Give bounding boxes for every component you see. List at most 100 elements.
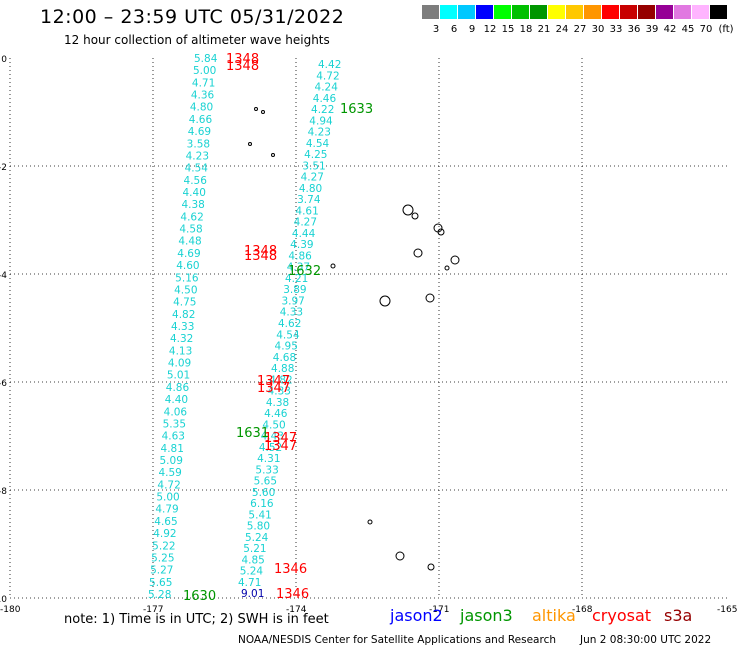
wave-value-right: 4.33: [280, 307, 303, 319]
time-label-jason3: 1632: [288, 264, 321, 279]
wave-value-right: 4.46: [313, 93, 337, 105]
lat-tick-label: -10: [0, 595, 7, 605]
wave-value-right: 5.24: [245, 532, 269, 544]
time-label-cryosat: 1348: [244, 244, 277, 259]
legend-label: 45: [681, 24, 695, 35]
time-label-cryosat: 1347: [264, 431, 297, 446]
lon-tick-label: -177: [143, 605, 163, 615]
wave-value-left: 5.09: [160, 455, 183, 467]
wave-value-left: 4.13: [169, 345, 192, 357]
wave-value-left: 4.81: [161, 443, 184, 455]
wave-value-left: 4.23: [186, 150, 209, 162]
wave-value-right: 4.33: [268, 386, 291, 398]
wave-value-right: 5.41: [248, 509, 271, 521]
wave-value-left: 5.65: [149, 577, 172, 589]
legend-swatch: [422, 5, 439, 19]
legend-swatch: [674, 5, 691, 19]
island-outline: [437, 228, 445, 236]
time-label-cryosat: 1347: [264, 439, 297, 454]
wave-value-right: 4.22: [311, 104, 334, 116]
lat-tick-label: -2: [0, 163, 7, 173]
wave-value-left: 5.00: [193, 65, 216, 77]
wave-value-right: 4.94: [309, 115, 333, 127]
wave-value-left: 5.84: [194, 53, 218, 65]
wave-value-left: 5.00: [156, 492, 179, 504]
wave-value-right: 4.27: [301, 172, 324, 184]
time-label-cryosat: 1348: [244, 249, 277, 264]
wave-value-left: 4.58: [179, 224, 202, 236]
lon-tick-label: -165: [717, 605, 737, 615]
island-outline: [402, 204, 414, 216]
wave-value-left: 4.79: [155, 504, 178, 516]
wave-value-left: 4.48: [178, 236, 201, 248]
island-outline: [425, 293, 435, 303]
wave-value-left: 5.27: [150, 565, 173, 577]
satellite-s3a: s3a: [664, 606, 693, 625]
wave-value-left: 5.01: [167, 370, 190, 382]
satellite-jason3: jason3: [460, 606, 513, 625]
legend-label: 21: [537, 24, 551, 35]
lon-tick-label: -180: [0, 605, 21, 615]
time-label-jason3: 1633: [340, 102, 373, 117]
wave-value-right: 5.60: [252, 487, 275, 499]
island-outline: [367, 519, 373, 525]
credit-text: NOAA/NESDIS Center for Satellite Applica…: [238, 634, 556, 646]
timestamp: Jun 2 08:30:00 UTC 2022: [580, 634, 712, 646]
wave-value-right: 4.72: [316, 70, 339, 82]
wave-value-right: 4.82: [269, 374, 292, 386]
wave-value-left: 4.59: [158, 467, 181, 479]
legend-label: 30: [591, 24, 605, 35]
wave-value-right: 4.25: [304, 149, 327, 161]
wave-value-right: 5.21: [243, 543, 266, 555]
wave-value-right: 5.80: [247, 521, 270, 533]
wave-value-left: 4.36: [191, 90, 215, 102]
wave-value-left: 4.92: [153, 528, 176, 540]
wave-value-left: 5.35: [163, 418, 186, 430]
wave-value-right: 5.33: [255, 464, 278, 476]
wave-value-left: 4.60: [176, 260, 199, 272]
islands: [248, 107, 460, 571]
legend-swatch: [692, 5, 709, 19]
wave-value-left: 4.80: [190, 102, 213, 114]
wave-value-left: 4.38: [181, 199, 204, 211]
satellite-jason2: jason2: [390, 606, 443, 625]
legend-label: 42: [663, 24, 677, 35]
legend-label: 18: [519, 24, 533, 35]
island-outline: [411, 212, 419, 220]
legend-label: 3: [432, 24, 440, 35]
legend-label: 27: [573, 24, 587, 35]
footer-note: note: 1) Time is in UTC; 2) SWH is in fe…: [64, 612, 329, 627]
lon-tick-label: -174: [286, 605, 307, 615]
time-label-cryosat: 1346: [274, 562, 307, 577]
grid-lines: [10, 58, 727, 598]
legend-label: 15: [501, 24, 515, 35]
wave-value-left: 4.06: [164, 406, 188, 418]
wave-value-right: 4.86: [288, 250, 312, 262]
legend-swatch: [512, 5, 529, 19]
wave-value-right: 4.71: [238, 577, 261, 589]
legend-swatch: [638, 5, 655, 19]
lat-tick-label: -6: [0, 379, 7, 389]
wave-value-left: 4.40: [183, 187, 206, 199]
island-outline: [413, 248, 423, 258]
island-outline: [261, 110, 265, 114]
legend-swatch: [656, 5, 673, 19]
island-outline: [427, 563, 435, 571]
wave-value-right: 4.37: [287, 262, 310, 274]
legend-swatch: [584, 5, 601, 19]
wave-value-right: 4.85: [241, 554, 264, 566]
legend-swatch: [710, 5, 727, 19]
wave-value-right: 4.27: [294, 217, 317, 229]
legend-label: 70: [699, 24, 713, 35]
time-label-cryosat: 1348: [226, 52, 259, 67]
wave-value-right: 3.89: [283, 284, 306, 296]
legend-swatch: [602, 5, 619, 19]
wave-value-right: 3.51: [302, 160, 325, 172]
wave-value-left: 4.69: [177, 248, 200, 260]
wave-value-right: 4.54: [306, 138, 330, 150]
wave-value-left: 4.09: [168, 358, 191, 370]
wave-value-left: 4.66: [189, 114, 213, 126]
wave-value-right: 4.23: [308, 127, 331, 139]
wave-value-right: 4.80: [299, 183, 322, 195]
